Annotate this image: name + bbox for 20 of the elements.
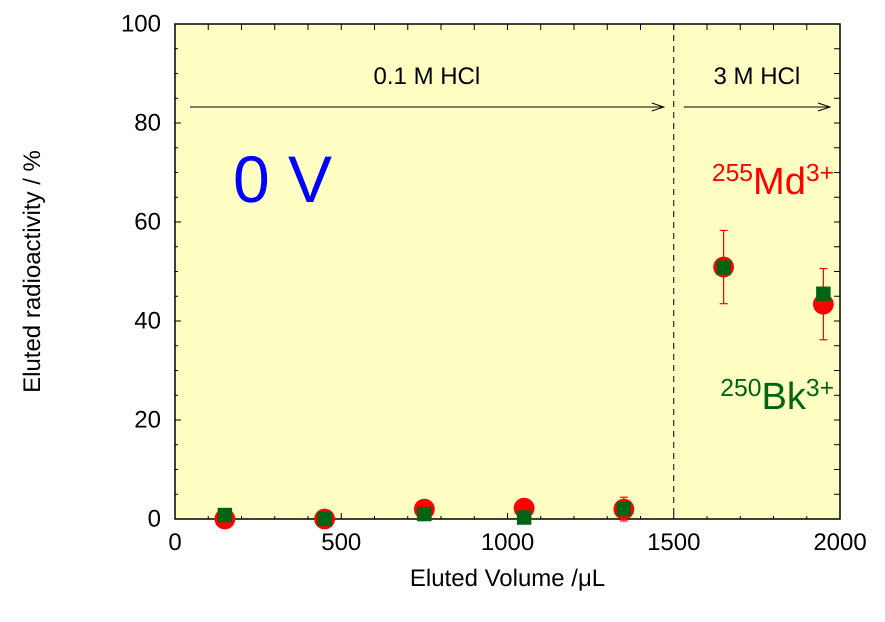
annotation: 0 V (233, 142, 332, 216)
series-label: $^{255}$Md$^{3+}$ (712, 160, 834, 203)
point (816, 286, 831, 302)
x-tick-label: 1500 (647, 529, 700, 556)
y-tick-label: 60 (134, 208, 161, 236)
y-axis-title: Eluted radioactivity / % (19, 150, 46, 393)
point (516, 510, 532, 525)
annotation: 3 M HCl (714, 63, 800, 90)
x-tick-label: 2000 (813, 529, 867, 556)
y-tick-label: 0 (148, 506, 161, 533)
y-tick-label: 40 (134, 308, 161, 335)
x-tick-label: 0 (168, 529, 182, 556)
y-tick-label: 100 (120, 10, 161, 38)
x-tick-label: 500 (321, 529, 362, 556)
y-tick-label: 80 (134, 110, 161, 137)
x-tick-label: 1000 (480, 529, 534, 556)
y-tick-label: 20 (134, 406, 161, 434)
annotation: 0.1 M HCl (374, 63, 480, 90)
series-label: $^{250}$Bk$^{3+}$ (720, 374, 834, 418)
x-axis-title: Eluted Volume /μL (410, 565, 606, 592)
